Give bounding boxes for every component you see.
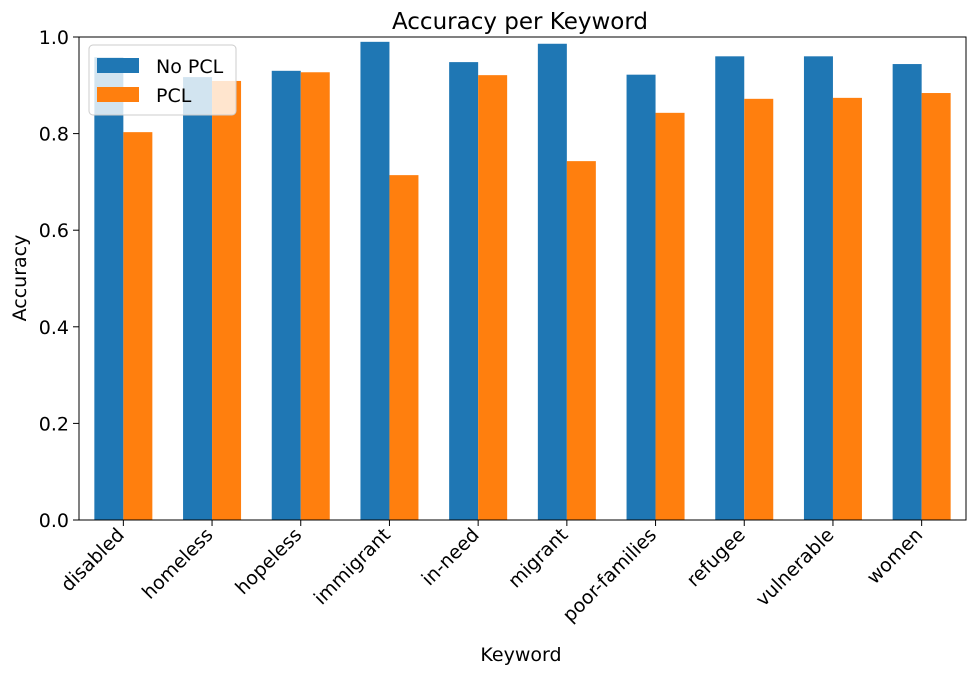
y-tick-label: 0.4 bbox=[39, 317, 69, 339]
bar-pcl-homeless bbox=[212, 80, 242, 520]
bar-pcl-migrant bbox=[566, 161, 596, 521]
bar-pcl-hopeless bbox=[300, 72, 330, 520]
bar-no-pcl-homeless bbox=[183, 77, 213, 521]
y-axis-label: Accuracy bbox=[9, 235, 31, 322]
y-tick-label: 0.0 bbox=[39, 510, 69, 532]
chart-title: Accuracy per Keyword bbox=[392, 9, 648, 35]
legend-label-no-pcl: No PCL bbox=[156, 56, 224, 78]
x-tick-label: women bbox=[863, 524, 928, 589]
x-tick-label: in-need bbox=[417, 524, 483, 590]
y-tick-label: 0.6 bbox=[39, 220, 69, 242]
legend-swatch-pcl bbox=[97, 87, 139, 102]
bar-pcl-disabled bbox=[123, 132, 153, 520]
legend-label-pcl: PCL bbox=[156, 85, 192, 107]
bar-pcl-vulnerable bbox=[832, 97, 862, 520]
x-tick-label: disabled bbox=[57, 524, 129, 596]
legend: No PCL PCL bbox=[88, 44, 237, 116]
bar-no-pcl-migrant bbox=[537, 43, 567, 521]
y-tick-label: 0.8 bbox=[39, 124, 69, 146]
plot-frame bbox=[78, 36, 967, 521]
bar-pcl-immigrant bbox=[389, 175, 419, 520]
x-tick-label: immigrant bbox=[310, 524, 395, 609]
x-axis-label: Keyword bbox=[480, 644, 561, 666]
x-tick-label: migrant bbox=[504, 524, 572, 592]
x-tick-label: homeless bbox=[138, 524, 218, 604]
bar-pcl-refugee bbox=[744, 98, 774, 520]
legend-swatch-no-pcl bbox=[97, 58, 139, 73]
bar-no-pcl-in-need bbox=[449, 62, 479, 521]
bar-no-pcl-vulnerable bbox=[803, 56, 833, 520]
x-tick-label: poor-families bbox=[559, 524, 662, 627]
bar-no-pcl-disabled bbox=[94, 57, 124, 520]
bar-no-pcl-hopeless bbox=[271, 70, 301, 520]
bar-pcl-women bbox=[921, 93, 951, 520]
x-tick-label: hopeless bbox=[231, 524, 306, 599]
y-tick-label: 1.0 bbox=[39, 27, 69, 49]
bar-no-pcl-poor-families bbox=[626, 74, 656, 520]
x-tick-label: vulnerable bbox=[752, 524, 839, 611]
x-tick-label: refugee bbox=[682, 524, 749, 591]
bar-pcl-poor-families bbox=[655, 112, 685, 521]
bars-group bbox=[94, 41, 951, 521]
y-tick-label: 0.2 bbox=[39, 413, 69, 435]
bar-pcl-in-need bbox=[478, 75, 508, 521]
bar-no-pcl-refugee bbox=[715, 56, 745, 520]
bar-no-pcl-women bbox=[892, 64, 922, 520]
bar-no-pcl-immigrant bbox=[360, 41, 390, 521]
